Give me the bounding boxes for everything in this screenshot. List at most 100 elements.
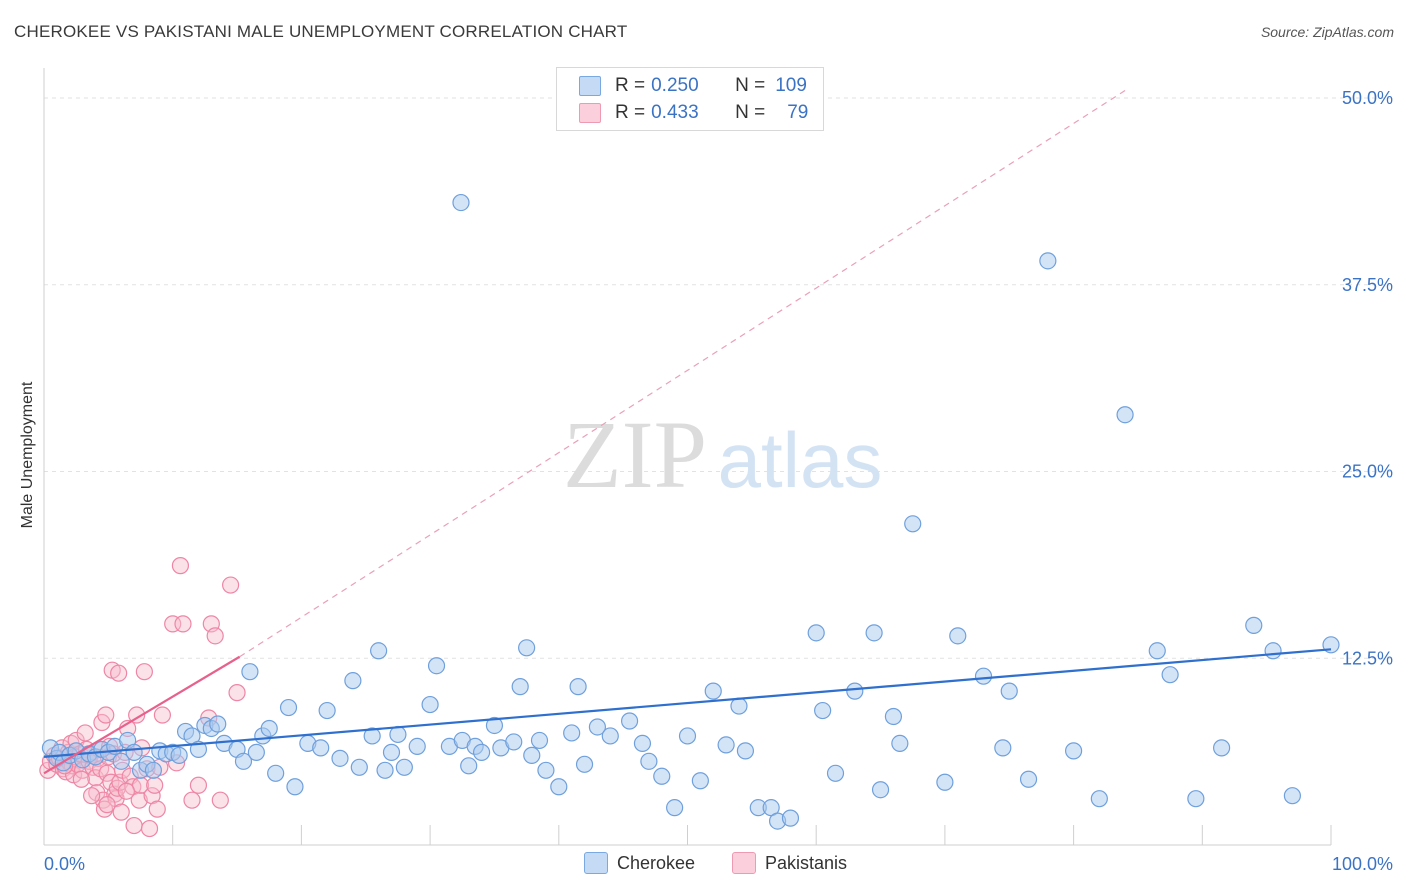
pakistani-point	[171, 557, 190, 575]
cherokee-point	[736, 742, 755, 760]
correlation-legend: R = 0.250 N = 109 R = 0.433 N = 79	[556, 67, 824, 131]
pakistani-point	[117, 782, 135, 800]
cherokee-point	[865, 624, 883, 642]
series-label-pakistanis: Pakistanis	[765, 852, 848, 873]
source-credit: Source: ZipAtlas.com	[1260, 24, 1394, 40]
cherokee-point	[511, 678, 529, 696]
cherokee-point	[530, 731, 549, 750]
cherokee-point	[949, 627, 967, 645]
cherokee-point	[569, 678, 587, 696]
pakistani-point	[140, 819, 159, 838]
cherokee-point	[350, 758, 368, 776]
cherokee-point	[936, 773, 954, 791]
cherokee-point	[408, 737, 426, 755]
pakistani-trend-extension	[239, 90, 1126, 658]
pakistani-point	[95, 800, 114, 818]
cherokee-point	[1161, 666, 1179, 684]
y-tick-label: 25.0%	[1342, 462, 1393, 482]
cherokee-point	[537, 761, 555, 779]
cherokee-point	[1039, 252, 1057, 270]
cherokee-point	[1090, 790, 1108, 808]
cherokee-point	[601, 727, 619, 745]
cherokee-point	[620, 712, 639, 730]
cherokee-point	[1019, 770, 1038, 788]
watermark-zip: ZIP	[563, 401, 707, 508]
cherokee-point	[318, 701, 336, 720]
cherokee-point	[588, 718, 607, 736]
chart-title: CHEROKEE VS PAKISTANI MALE UNEMPLOYMENT …	[14, 22, 628, 41]
cherokee-point	[1000, 682, 1018, 700]
watermark: ZIP atlas	[563, 401, 882, 508]
y-tick-label: 50.0%	[1342, 88, 1393, 108]
cherokee-point	[1245, 616, 1263, 634]
series-swatch-pakistanis	[732, 852, 756, 874]
cherokee-point	[974, 667, 993, 685]
pakistani-point	[148, 800, 166, 818]
legend-r-value: 0.250	[651, 75, 699, 96]
y-tick-label: 37.5%	[1342, 275, 1393, 295]
cherokee-point	[125, 743, 143, 761]
cherokee-point	[871, 781, 890, 799]
x-tick-labels: 0.0% 100.0%	[44, 854, 1393, 874]
cherokee-point	[550, 778, 568, 796]
cherokee-point	[704, 682, 722, 700]
cherokee-point	[826, 764, 845, 782]
pakistani-point	[183, 791, 201, 809]
pakistani-point	[130, 791, 148, 809]
cherokee-point	[234, 752, 253, 770]
cherokee-point	[344, 672, 362, 690]
cherokee-point	[1264, 642, 1282, 660]
gridlines	[44, 97, 1395, 659]
cherokee-point	[807, 624, 825, 642]
legend-r-value: 0.433	[651, 102, 699, 123]
cherokee-trend-line	[43, 648, 1332, 758]
cherokee-point	[395, 758, 413, 776]
cherokee-point	[781, 809, 800, 827]
cherokee-point	[846, 682, 864, 700]
cherokee-point	[505, 733, 523, 751]
pakistani-point	[76, 724, 94, 742]
pakistani-point	[135, 663, 153, 681]
series-legend-cherokee[interactable]: Cherokee	[584, 852, 695, 874]
pakistani-point	[98, 796, 116, 814]
pakistani-point	[128, 706, 146, 724]
pakistani-point	[110, 664, 128, 682]
legend-r-label: R =	[615, 102, 646, 123]
legend-swatch-cherokee	[579, 76, 601, 96]
x-tick-label: 100.0%	[1332, 854, 1393, 874]
pakistani-point	[72, 770, 90, 788]
x-tick-label: 0.0%	[44, 854, 85, 874]
pakistani-point	[174, 615, 192, 633]
cherokee-point	[279, 698, 298, 717]
cherokee-point	[523, 746, 541, 764]
legend-r-label: R =	[615, 75, 646, 96]
y-tick-labels: 12.5% 25.0% 37.5% 50.0%	[1342, 88, 1393, 668]
legend-n-label: N =	[735, 75, 766, 96]
cherokee-point	[144, 761, 162, 779]
cherokee-point	[518, 639, 536, 657]
cherokee-point	[485, 716, 504, 735]
cherokee-point	[730, 697, 748, 715]
cherokee-point	[209, 715, 227, 733]
cherokee-point	[691, 772, 709, 790]
pakistani-point	[97, 706, 115, 724]
cherokee-point	[678, 727, 697, 745]
cherokee-point	[653, 767, 671, 785]
cherokee-point	[1148, 642, 1166, 660]
series-legend-pakistanis[interactable]: Pakistanis	[732, 852, 847, 874]
cherokee-point	[884, 707, 903, 726]
cherokee-point	[363, 727, 381, 745]
cherokee-point	[452, 193, 470, 212]
pakistani-point	[222, 576, 240, 594]
series-label-cherokee: Cherokee	[617, 852, 696, 873]
cherokee-point	[170, 746, 188, 764]
legend-row-cherokee: R = 0.250 N = 109	[579, 73, 807, 99]
cherokee-point	[376, 761, 394, 779]
cherokee-point	[563, 724, 581, 742]
cherokee-point	[1064, 742, 1083, 760]
cherokee-point	[331, 749, 349, 767]
cherokee-point	[1213, 739, 1231, 757]
axes	[43, 68, 1332, 846]
cherokee-point	[717, 736, 735, 754]
